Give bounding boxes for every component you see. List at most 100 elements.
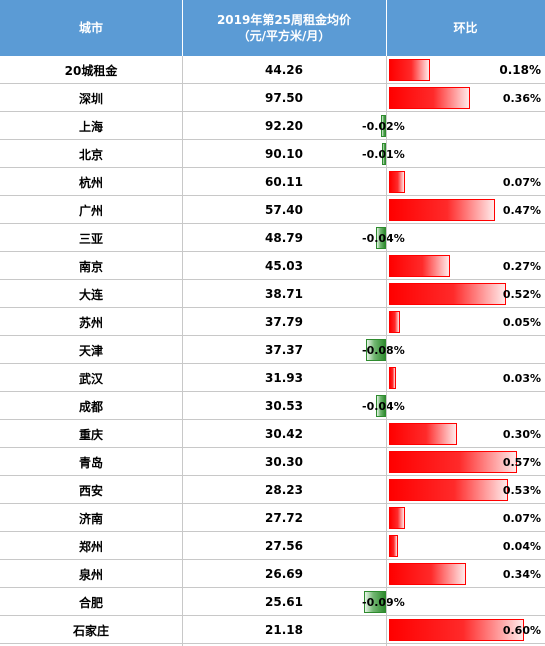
row-divider (0, 531, 545, 532)
header-price-line1: 2019年第25周租金均价 (216, 13, 352, 27)
table-row: 石家庄 21.18 0.60% (0, 616, 545, 644)
change-label: 0.52% (502, 287, 541, 301)
change-label: 0.07% (502, 175, 541, 189)
price-cell: 48.79 (265, 231, 303, 245)
change-bar (389, 479, 509, 501)
city-cell: 成都 (78, 399, 103, 414)
change-bar (389, 367, 396, 389)
change-label: 0.03% (502, 371, 541, 385)
price-cell: 37.37 (265, 343, 303, 357)
header-price-line2: （元/平方米/月） (237, 29, 331, 43)
price-cell: 97.50 (265, 91, 303, 105)
change-label: -0.09% (362, 595, 405, 609)
row-divider (0, 223, 545, 224)
price-cell: 30.30 (265, 455, 303, 469)
change-label: -0.08% (362, 343, 405, 357)
price-cell: 90.10 (265, 147, 303, 161)
change-bar (389, 423, 457, 445)
city-cell: 苏州 (78, 315, 103, 330)
change-bar (389, 311, 401, 333)
change-label: 0.57% (502, 455, 541, 469)
column-divider (386, 56, 387, 646)
change-bar (363, 591, 386, 613)
row-divider (0, 643, 545, 644)
city-cell: 三亚 (78, 231, 103, 246)
table-row: 20城租金 44.26 0.18% (0, 56, 545, 84)
row-divider (0, 139, 545, 140)
price-cell: 30.42 (265, 427, 303, 441)
change-bar (389, 563, 466, 585)
change-bar (376, 395, 386, 417)
city-cell: 北京 (78, 147, 103, 162)
row-divider (0, 587, 545, 588)
table-row: 天津 37.37 -0.08% (0, 336, 545, 364)
city-cell: 合肥 (78, 595, 103, 610)
header-city: 城市 (78, 21, 103, 35)
change-bar (389, 255, 450, 277)
table-row: 上海 92.20 -0.02% (0, 112, 545, 140)
table-row: 成都 30.53 -0.04% (0, 392, 545, 420)
change-bar (389, 171, 405, 193)
row-divider (0, 447, 545, 448)
row-divider (0, 475, 545, 476)
change-label: 0.53% (502, 483, 541, 497)
price-cell: 27.56 (265, 539, 303, 553)
row-divider (0, 279, 545, 280)
table-row: 泉州 26.69 0.34% (0, 560, 545, 588)
city-cell: 西安 (78, 483, 103, 498)
row-divider (0, 363, 545, 364)
header-divider (182, 0, 183, 56)
change-label: 0.30% (502, 427, 541, 441)
city-cell: 南京 (78, 259, 103, 274)
change-label: 0.47% (502, 203, 541, 217)
price-cell: 31.93 (265, 371, 303, 385)
change-bar (381, 115, 386, 137)
header-price: 2019年第25周租金均价 （元/平方米/月） (182, 0, 386, 56)
price-cell: 27.72 (265, 511, 303, 525)
table-row: 合肥 25.61 -0.09% (0, 588, 545, 616)
row-divider (0, 419, 545, 420)
change-label: 0.05% (502, 315, 541, 329)
city-cell: 武汉 (78, 371, 103, 386)
change-bar (366, 339, 386, 361)
change-label: 0.27% (502, 259, 541, 273)
table-row: 西安 28.23 0.53% (0, 476, 545, 504)
city-cell: 20城租金 (64, 63, 118, 78)
price-cell: 44.26 (265, 63, 303, 77)
price-cell: 38.71 (265, 287, 303, 301)
city-cell: 济南 (78, 511, 103, 526)
city-cell: 大连 (78, 287, 103, 302)
price-cell: 26.69 (265, 567, 303, 581)
table-row: 广州 57.40 0.47% (0, 196, 545, 224)
change-label: 0.18% (499, 63, 541, 77)
change-label: -0.04% (362, 231, 405, 245)
change-bar (389, 87, 470, 109)
row-divider (0, 251, 545, 252)
price-cell: 37.79 (265, 315, 303, 329)
change-label: 0.34% (502, 567, 541, 581)
table-row: 郑州 27.56 0.04% (0, 532, 545, 560)
row-divider (0, 503, 545, 504)
city-cell: 石家庄 (72, 623, 109, 638)
row-divider (0, 111, 545, 112)
change-label: 0.36% (502, 91, 541, 105)
price-cell: 57.40 (265, 203, 303, 217)
row-divider (0, 195, 545, 196)
row-divider (0, 335, 545, 336)
header-divider (386, 0, 387, 56)
city-cell: 青岛 (78, 455, 103, 470)
table-header: 城市 2019年第25周租金均价 （元/平方米/月） 环比 (0, 0, 545, 56)
table-row: 苏州 37.79 0.05% (0, 308, 545, 336)
change-label: -0.02% (362, 119, 405, 133)
change-bar (389, 507, 405, 529)
change-bar (376, 227, 386, 249)
change-bar (389, 619, 524, 641)
row-divider (0, 83, 545, 84)
header-change: 环比 (453, 21, 478, 35)
city-cell: 郑州 (78, 539, 103, 554)
change-bar (389, 283, 506, 305)
change-label: 0.60% (502, 623, 541, 637)
table-row: 青岛 30.30 0.57% (0, 448, 545, 476)
table-row: 大连 38.71 0.52% (0, 280, 545, 308)
